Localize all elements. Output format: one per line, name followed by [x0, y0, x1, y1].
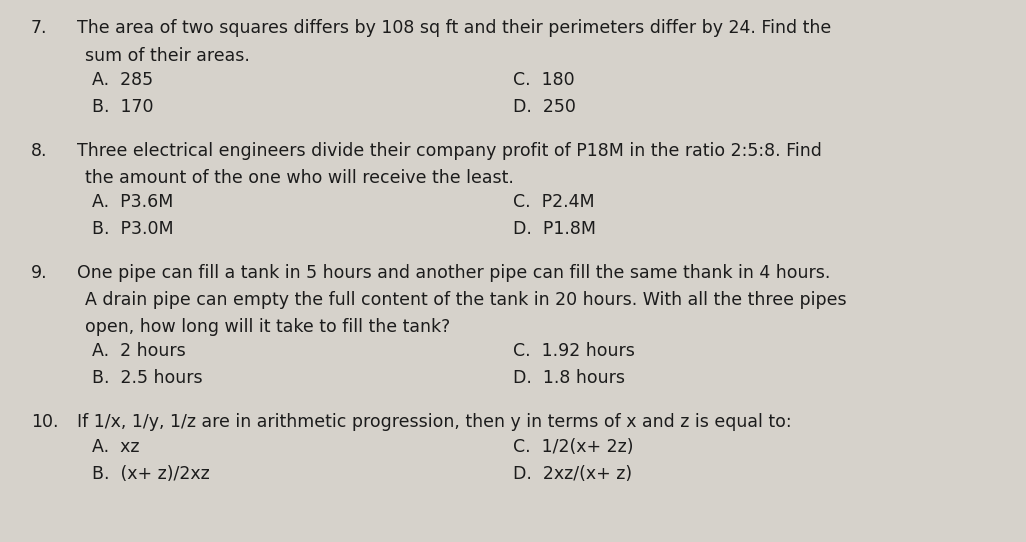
Text: 7.: 7.: [31, 20, 47, 37]
Text: The area of two squares differs by 108 sq ft and their perimeters differ by 24. : The area of two squares differs by 108 s…: [77, 20, 831, 37]
Text: open, how long will it take to fill the tank?: open, how long will it take to fill the …: [85, 318, 450, 336]
Text: A.  2 hours: A. 2 hours: [92, 343, 186, 360]
Text: 9.: 9.: [31, 264, 47, 282]
Text: C.  180: C. 180: [513, 71, 575, 89]
Text: B.  (x+ z)/2xz: B. (x+ z)/2xz: [92, 464, 210, 482]
Text: B.  2.5 hours: B. 2.5 hours: [92, 370, 203, 388]
Text: D.  250: D. 250: [513, 98, 576, 116]
Text: D.  1.8 hours: D. 1.8 hours: [513, 370, 625, 388]
Text: If 1/x, 1/y, 1/z are in arithmetic progression, then y in terms of x and z is eq: If 1/x, 1/y, 1/z are in arithmetic progr…: [77, 413, 792, 431]
Text: Three electrical engineers divide their company profit of P18M in the ratio 2:5:: Three electrical engineers divide their …: [77, 141, 822, 160]
Text: D.  2xz/(x+ z): D. 2xz/(x+ z): [513, 464, 632, 482]
Text: A.  P3.6M: A. P3.6M: [92, 193, 173, 211]
Text: A.  285: A. 285: [92, 71, 154, 89]
Text: C.  P2.4M: C. P2.4M: [513, 193, 595, 211]
Text: B.  170: B. 170: [92, 98, 154, 116]
Text: A.  xz: A. xz: [92, 437, 140, 455]
Text: C.  1.92 hours: C. 1.92 hours: [513, 343, 635, 360]
Text: the amount of the one who will receive the least.: the amount of the one who will receive t…: [85, 169, 514, 187]
Text: sum of their areas.: sum of their areas.: [85, 47, 250, 64]
Text: 8.: 8.: [31, 141, 47, 160]
Text: One pipe can fill a tank in 5 hours and another pipe can fill the same thank in : One pipe can fill a tank in 5 hours and …: [77, 264, 830, 282]
Text: C.  1/2(x+ 2z): C. 1/2(x+ 2z): [513, 437, 633, 455]
Text: A drain pipe can empty the full content of the tank in 20 hours. With all the th: A drain pipe can empty the full content …: [85, 291, 846, 309]
Text: B.  P3.0M: B. P3.0M: [92, 220, 174, 238]
Text: D.  P1.8M: D. P1.8M: [513, 220, 596, 238]
Text: 10.: 10.: [31, 413, 58, 431]
